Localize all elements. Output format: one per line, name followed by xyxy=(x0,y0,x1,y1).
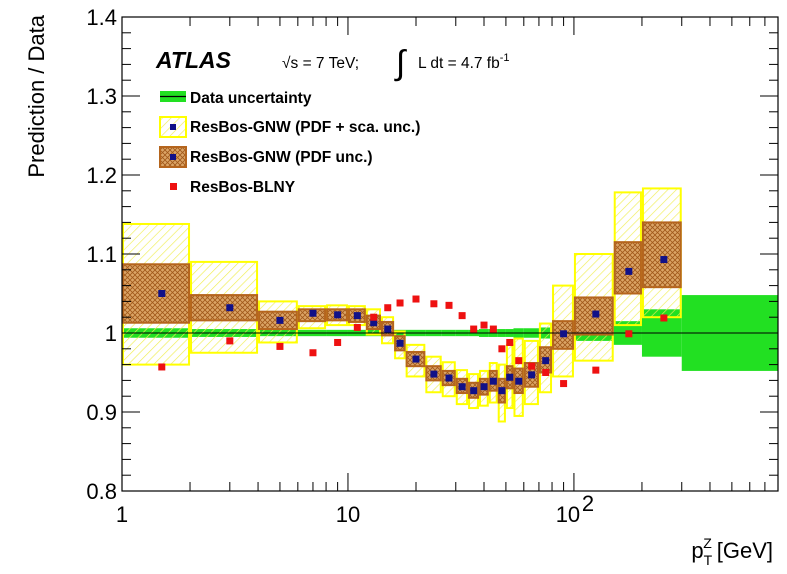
y-tick-label-1: 0.9 xyxy=(86,400,117,425)
x-axis-title: pTZ [GeV] xyxy=(691,535,773,568)
blny-point-21 xyxy=(560,380,568,388)
blny-point-1 xyxy=(226,337,234,345)
y-tick-labels: 0.8 0.9 1 1.1 1.2 1.3 1.4 xyxy=(86,5,117,504)
blny-point-9 xyxy=(412,295,420,303)
blny-point-19 xyxy=(528,362,536,370)
legend-item-blny: ResBos-BLNY xyxy=(170,179,296,196)
x-axis-title-sub: T xyxy=(704,552,713,568)
gnw-point-9 xyxy=(412,355,420,363)
gnw-point-14 xyxy=(480,383,488,391)
atlas-label: ATLAS xyxy=(155,47,232,73)
blny-point-8 xyxy=(396,299,404,307)
legend-label-data: Data uncertainty xyxy=(190,90,312,107)
gnw-point-2 xyxy=(276,316,284,324)
x-tick-labels: 1 10 10 2 xyxy=(116,491,594,527)
legend-label-gnw-pdf: ResBos-GNW (PDF unc.) xyxy=(190,149,373,166)
y-tick-label-3: 1.1 xyxy=(86,242,117,267)
blny-point-0 xyxy=(158,363,166,371)
blny-point-24 xyxy=(660,314,668,322)
legend-marker-gnw-full xyxy=(170,124,176,130)
integral-symbol: ∫ xyxy=(394,44,407,82)
gnw-point-0 xyxy=(158,290,166,297)
blny-point-3 xyxy=(309,349,317,357)
blny-point-17 xyxy=(506,338,514,346)
lumi-label-exponent: -1 xyxy=(500,52,510,64)
gnw-point-17 xyxy=(506,373,514,381)
y-tick-label-4: 1.2 xyxy=(86,163,117,188)
gnw-point-6 xyxy=(370,319,378,327)
gnw-point-23 xyxy=(625,267,633,275)
legend-item-gnw-full: ResBos-GNW (PDF + sca. unc.) xyxy=(159,116,420,138)
x-axis-title-unit: [GeV] xyxy=(717,538,773,563)
gnw-point-19 xyxy=(528,371,536,379)
gnw-point-16 xyxy=(498,387,506,395)
blny-point-4 xyxy=(334,338,342,346)
gnw-markers xyxy=(158,256,668,395)
legend-item-gnw-pdf: ResBos-GNW (PDF unc.) xyxy=(159,146,373,168)
gnw-point-11 xyxy=(445,374,453,382)
x-tick-label-exp-2: 2 xyxy=(582,491,594,516)
gnw-point-21 xyxy=(560,330,568,338)
lumi-label-text: L dt = 4.7 fb xyxy=(418,55,500,72)
x-tick-label-2: 10 xyxy=(556,502,580,527)
legend: Data uncertainty ResBos-GNW (PDF + sca. … xyxy=(159,90,420,196)
blny-point-14 xyxy=(480,321,488,329)
gnw-point-12 xyxy=(458,383,466,391)
y-tick-label-6: 1.4 xyxy=(86,5,117,30)
gnw-pdf-box-0 xyxy=(122,263,191,324)
y-tick-label-0: 0.8 xyxy=(86,479,117,504)
y-tick-label-5: 1.3 xyxy=(86,84,117,109)
axes xyxy=(121,16,779,492)
legend-label-blny: ResBos-BLNY xyxy=(190,179,296,196)
gnw-pdf-box-24 xyxy=(641,221,682,289)
legend-marker-gnw-pdf xyxy=(170,154,176,160)
x-axis-title-sup: Z xyxy=(703,535,712,551)
gnw-point-8 xyxy=(396,339,404,347)
blny-point-15 xyxy=(489,325,497,333)
y-axis-title: Prediction / Data xyxy=(24,14,49,177)
x-axis-title-main: p xyxy=(691,538,703,563)
gnw-point-18 xyxy=(515,377,523,385)
blny-point-6 xyxy=(370,313,378,321)
gnw-pdf-box-23 xyxy=(613,241,642,295)
gnw-point-4 xyxy=(334,311,342,319)
blny-point-5 xyxy=(353,323,361,331)
energy-label: √s = 7 TeV; xyxy=(282,55,359,72)
blny-point-11 xyxy=(445,301,453,309)
gnw-point-15 xyxy=(489,377,497,385)
gnw-point-24 xyxy=(660,256,668,264)
blny-point-2 xyxy=(276,342,284,350)
x-tick-label-0: 1 xyxy=(116,502,128,527)
lumi-label: L dt = 4.7 fb-1 xyxy=(418,52,510,72)
x-tick-label-1: 10 xyxy=(336,502,360,527)
legend-marker-blny xyxy=(170,183,177,190)
gnw-point-1 xyxy=(226,304,234,312)
blny-point-12 xyxy=(458,312,466,320)
blny-point-10 xyxy=(430,300,438,308)
gnw-point-3 xyxy=(309,309,317,317)
legend-item-data: Data uncertainty xyxy=(160,90,312,107)
gnw-point-13 xyxy=(470,387,478,395)
blny-markers xyxy=(158,295,668,388)
y-tick-label-2: 1 xyxy=(105,321,117,346)
gnw-point-20 xyxy=(542,357,550,365)
blny-point-18 xyxy=(515,357,523,365)
blny-point-22 xyxy=(592,366,600,374)
blny-point-20 xyxy=(542,369,550,376)
gnw-point-10 xyxy=(430,370,438,378)
legend-label-gnw-full: ResBos-GNW (PDF + sca. unc.) xyxy=(190,119,420,136)
gnw-pdf-box-1 xyxy=(190,294,259,322)
blny-point-16 xyxy=(498,345,506,353)
blny-point-23 xyxy=(625,330,633,338)
gnw-point-7 xyxy=(384,325,392,333)
blny-point-13 xyxy=(470,325,478,333)
gnw-point-22 xyxy=(592,310,600,318)
blny-point-7 xyxy=(384,304,392,312)
gnw-point-5 xyxy=(353,312,361,320)
